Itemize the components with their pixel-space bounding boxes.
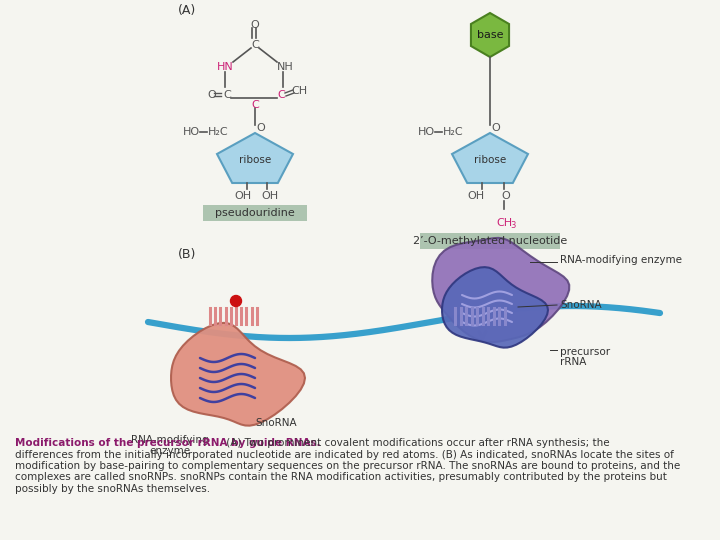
FancyBboxPatch shape bbox=[420, 233, 560, 249]
Text: RNA-modifying: RNA-modifying bbox=[131, 435, 209, 445]
Text: C: C bbox=[251, 40, 259, 50]
Text: (A): (A) bbox=[178, 4, 197, 17]
Text: ribose: ribose bbox=[239, 155, 271, 165]
Text: C: C bbox=[277, 90, 285, 100]
Text: OH: OH bbox=[261, 191, 279, 201]
Text: (A) Two prominent covalent modifications occur after rRNA synthesis; the: (A) Two prominent covalent modifications… bbox=[222, 438, 609, 448]
Text: SnoRNA: SnoRNA bbox=[255, 418, 297, 428]
Polygon shape bbox=[471, 13, 509, 57]
Text: CH: CH bbox=[496, 218, 512, 228]
Circle shape bbox=[230, 295, 241, 307]
Text: O: O bbox=[256, 123, 266, 133]
Text: HN: HN bbox=[217, 62, 233, 72]
Polygon shape bbox=[432, 238, 570, 342]
Text: CH: CH bbox=[291, 86, 307, 96]
Text: C: C bbox=[251, 100, 259, 110]
Polygon shape bbox=[442, 267, 548, 348]
Text: H₂C: H₂C bbox=[443, 127, 464, 137]
Text: NH: NH bbox=[276, 62, 293, 72]
Text: 3: 3 bbox=[510, 221, 516, 230]
Text: OH: OH bbox=[235, 191, 251, 201]
Text: O: O bbox=[502, 191, 510, 201]
Text: modification by base-pairing to complementary sequences on the precursor rRNA. T: modification by base-pairing to compleme… bbox=[15, 461, 680, 471]
Text: Modifications of the precursor rRNA by guide RNAs.: Modifications of the precursor rRNA by g… bbox=[15, 438, 320, 448]
Text: 2’-O-methylated nucleotide: 2’-O-methylated nucleotide bbox=[413, 236, 567, 246]
Text: HO: HO bbox=[418, 127, 435, 137]
Text: OH: OH bbox=[467, 191, 485, 201]
Text: pseudouridine: pseudouridine bbox=[215, 208, 295, 218]
Polygon shape bbox=[452, 133, 528, 183]
Text: C: C bbox=[223, 90, 231, 100]
Text: (B): (B) bbox=[178, 248, 197, 261]
Text: rRNA: rRNA bbox=[560, 357, 586, 367]
Text: precursor: precursor bbox=[560, 347, 610, 357]
Polygon shape bbox=[171, 323, 305, 426]
Text: ribose: ribose bbox=[474, 155, 506, 165]
Text: O: O bbox=[251, 20, 259, 30]
Text: O: O bbox=[492, 123, 500, 133]
Text: HO: HO bbox=[183, 127, 200, 137]
Text: H₂C: H₂C bbox=[208, 127, 229, 137]
FancyBboxPatch shape bbox=[203, 205, 307, 221]
Text: complexes are called snoRNPs. snoRNPs contain the RNA modification activities, p: complexes are called snoRNPs. snoRNPs co… bbox=[15, 472, 667, 483]
Text: differences from the initially incorporated nucleotide are indicated by red atom: differences from the initially incorpora… bbox=[15, 449, 674, 460]
Text: base: base bbox=[477, 30, 503, 40]
Text: O: O bbox=[207, 90, 217, 100]
Text: possibly by the snoRNAs themselves.: possibly by the snoRNAs themselves. bbox=[15, 484, 210, 494]
Text: enzyme: enzyme bbox=[150, 446, 191, 456]
Text: SnoRNA: SnoRNA bbox=[560, 300, 602, 310]
Polygon shape bbox=[217, 133, 293, 183]
Text: RNA-modifying enzyme: RNA-modifying enzyme bbox=[560, 255, 682, 265]
